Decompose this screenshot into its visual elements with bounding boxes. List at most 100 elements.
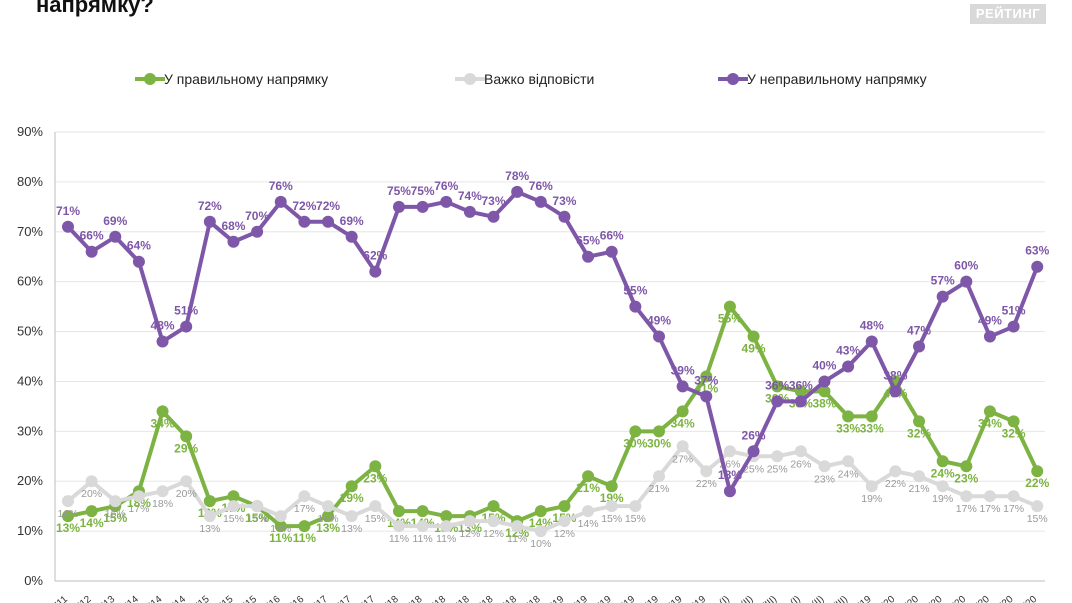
data-point	[842, 360, 855, 373]
legend-label: Важко відповісти	[484, 71, 594, 87]
data-label: 32%	[1002, 426, 1026, 440]
data-point	[913, 340, 926, 353]
data-point	[180, 430, 193, 443]
data-label: 72%	[198, 199, 222, 213]
x-tick-label: '18	[431, 594, 448, 603]
data-label: 11%	[412, 533, 432, 545]
data-point	[558, 500, 571, 513]
y-tick-label: 30%	[17, 423, 43, 438]
data-point	[842, 455, 855, 468]
data-label: 16%	[105, 508, 126, 520]
data-point	[322, 510, 335, 523]
data-point	[227, 500, 240, 513]
data-label: 15%	[1027, 513, 1048, 525]
data-label: 22%	[1025, 476, 1049, 490]
data-point	[629, 425, 642, 438]
data-label: 20%	[176, 488, 197, 500]
series-line	[67, 304, 1040, 529]
data-label: 33%	[860, 421, 884, 435]
x-tick-label: '19	[644, 594, 661, 603]
data-point	[865, 410, 878, 423]
data-point	[653, 330, 665, 343]
data-label: 15%	[601, 513, 622, 525]
data-label: 55%	[623, 284, 647, 298]
data-point	[1031, 260, 1044, 273]
data-label: 22%	[885, 478, 906, 490]
y-tick-label: 50%	[17, 324, 43, 339]
data-label: 66%	[600, 229, 624, 243]
data-label: 63%	[1025, 244, 1049, 258]
data-point	[62, 220, 74, 233]
data-label: 65%	[576, 234, 600, 248]
data-label: 13%	[316, 521, 340, 535]
data-point	[534, 195, 547, 208]
data-label: 49%	[742, 342, 766, 356]
x-tick-label: '14	[147, 594, 164, 603]
data-point	[818, 375, 831, 388]
data-label: 32%	[907, 426, 931, 440]
data-label: 75%	[387, 184, 411, 198]
data-point	[653, 470, 665, 483]
data-label: 23%	[363, 471, 387, 485]
data-point	[534, 505, 547, 518]
data-point	[771, 380, 784, 393]
data-point	[676, 405, 689, 418]
data-label: 68%	[221, 219, 245, 233]
data-label: 55%	[718, 312, 742, 326]
data-point	[416, 200, 429, 213]
y-axis: 0% 10% 20% 30% 40% 50% 60% 70% 80% 90%	[17, 124, 43, 588]
data-label: 14%	[80, 516, 104, 530]
data-point	[487, 500, 500, 513]
data-label: 38%	[812, 396, 836, 410]
data-point	[771, 395, 784, 408]
data-label: 76%	[269, 179, 293, 193]
x-tick-label: '11	[53, 594, 70, 603]
data-point	[180, 320, 193, 333]
data-point	[889, 385, 902, 398]
data-point	[392, 520, 405, 533]
data-point	[322, 500, 335, 513]
data-point	[487, 515, 500, 528]
data-label: 69%	[103, 214, 127, 228]
data-point	[85, 505, 98, 518]
data-label: 17%	[1003, 503, 1024, 515]
data-label: 48%	[860, 319, 884, 333]
x-tick-label: '15	[242, 594, 259, 603]
data-point	[274, 510, 287, 523]
data-label: 49%	[978, 314, 1002, 328]
data-label: 37%	[694, 373, 718, 387]
x-tick-label: '18	[478, 594, 495, 603]
data-point	[487, 210, 500, 223]
data-label: 78%	[505, 169, 529, 183]
data-point	[203, 510, 216, 523]
data-point	[605, 500, 618, 513]
data-label: 26%	[790, 458, 811, 470]
data-label: 21%	[576, 481, 600, 495]
data-label: 47%	[907, 324, 931, 338]
data-label: 36%	[789, 378, 813, 392]
data-point	[156, 335, 169, 348]
data-label: 23%	[814, 473, 835, 485]
data-point	[1031, 465, 1044, 478]
data-point	[794, 385, 807, 398]
data-label: 18%	[718, 468, 742, 482]
data-point	[983, 490, 996, 503]
data-point	[771, 450, 784, 463]
data-point	[605, 245, 618, 258]
data-point	[274, 195, 287, 208]
x-tick-label: '19	[668, 594, 685, 603]
data-point	[132, 255, 145, 268]
data-point	[369, 460, 382, 473]
data-label: 13%	[199, 523, 220, 535]
data-label: 18%	[152, 498, 173, 510]
data-point	[298, 215, 311, 228]
data-label: 71%	[56, 204, 80, 218]
data-label: 30%	[647, 436, 671, 450]
x-tick-label: '20	[998, 594, 1015, 603]
brand-logo: РЕЙТИНГ	[970, 4, 1046, 24]
data-point	[865, 335, 878, 348]
data-label: 51%	[174, 304, 198, 318]
data-point	[463, 205, 476, 218]
data-label: 49%	[647, 314, 671, 328]
x-tick-label: '18	[502, 594, 519, 603]
